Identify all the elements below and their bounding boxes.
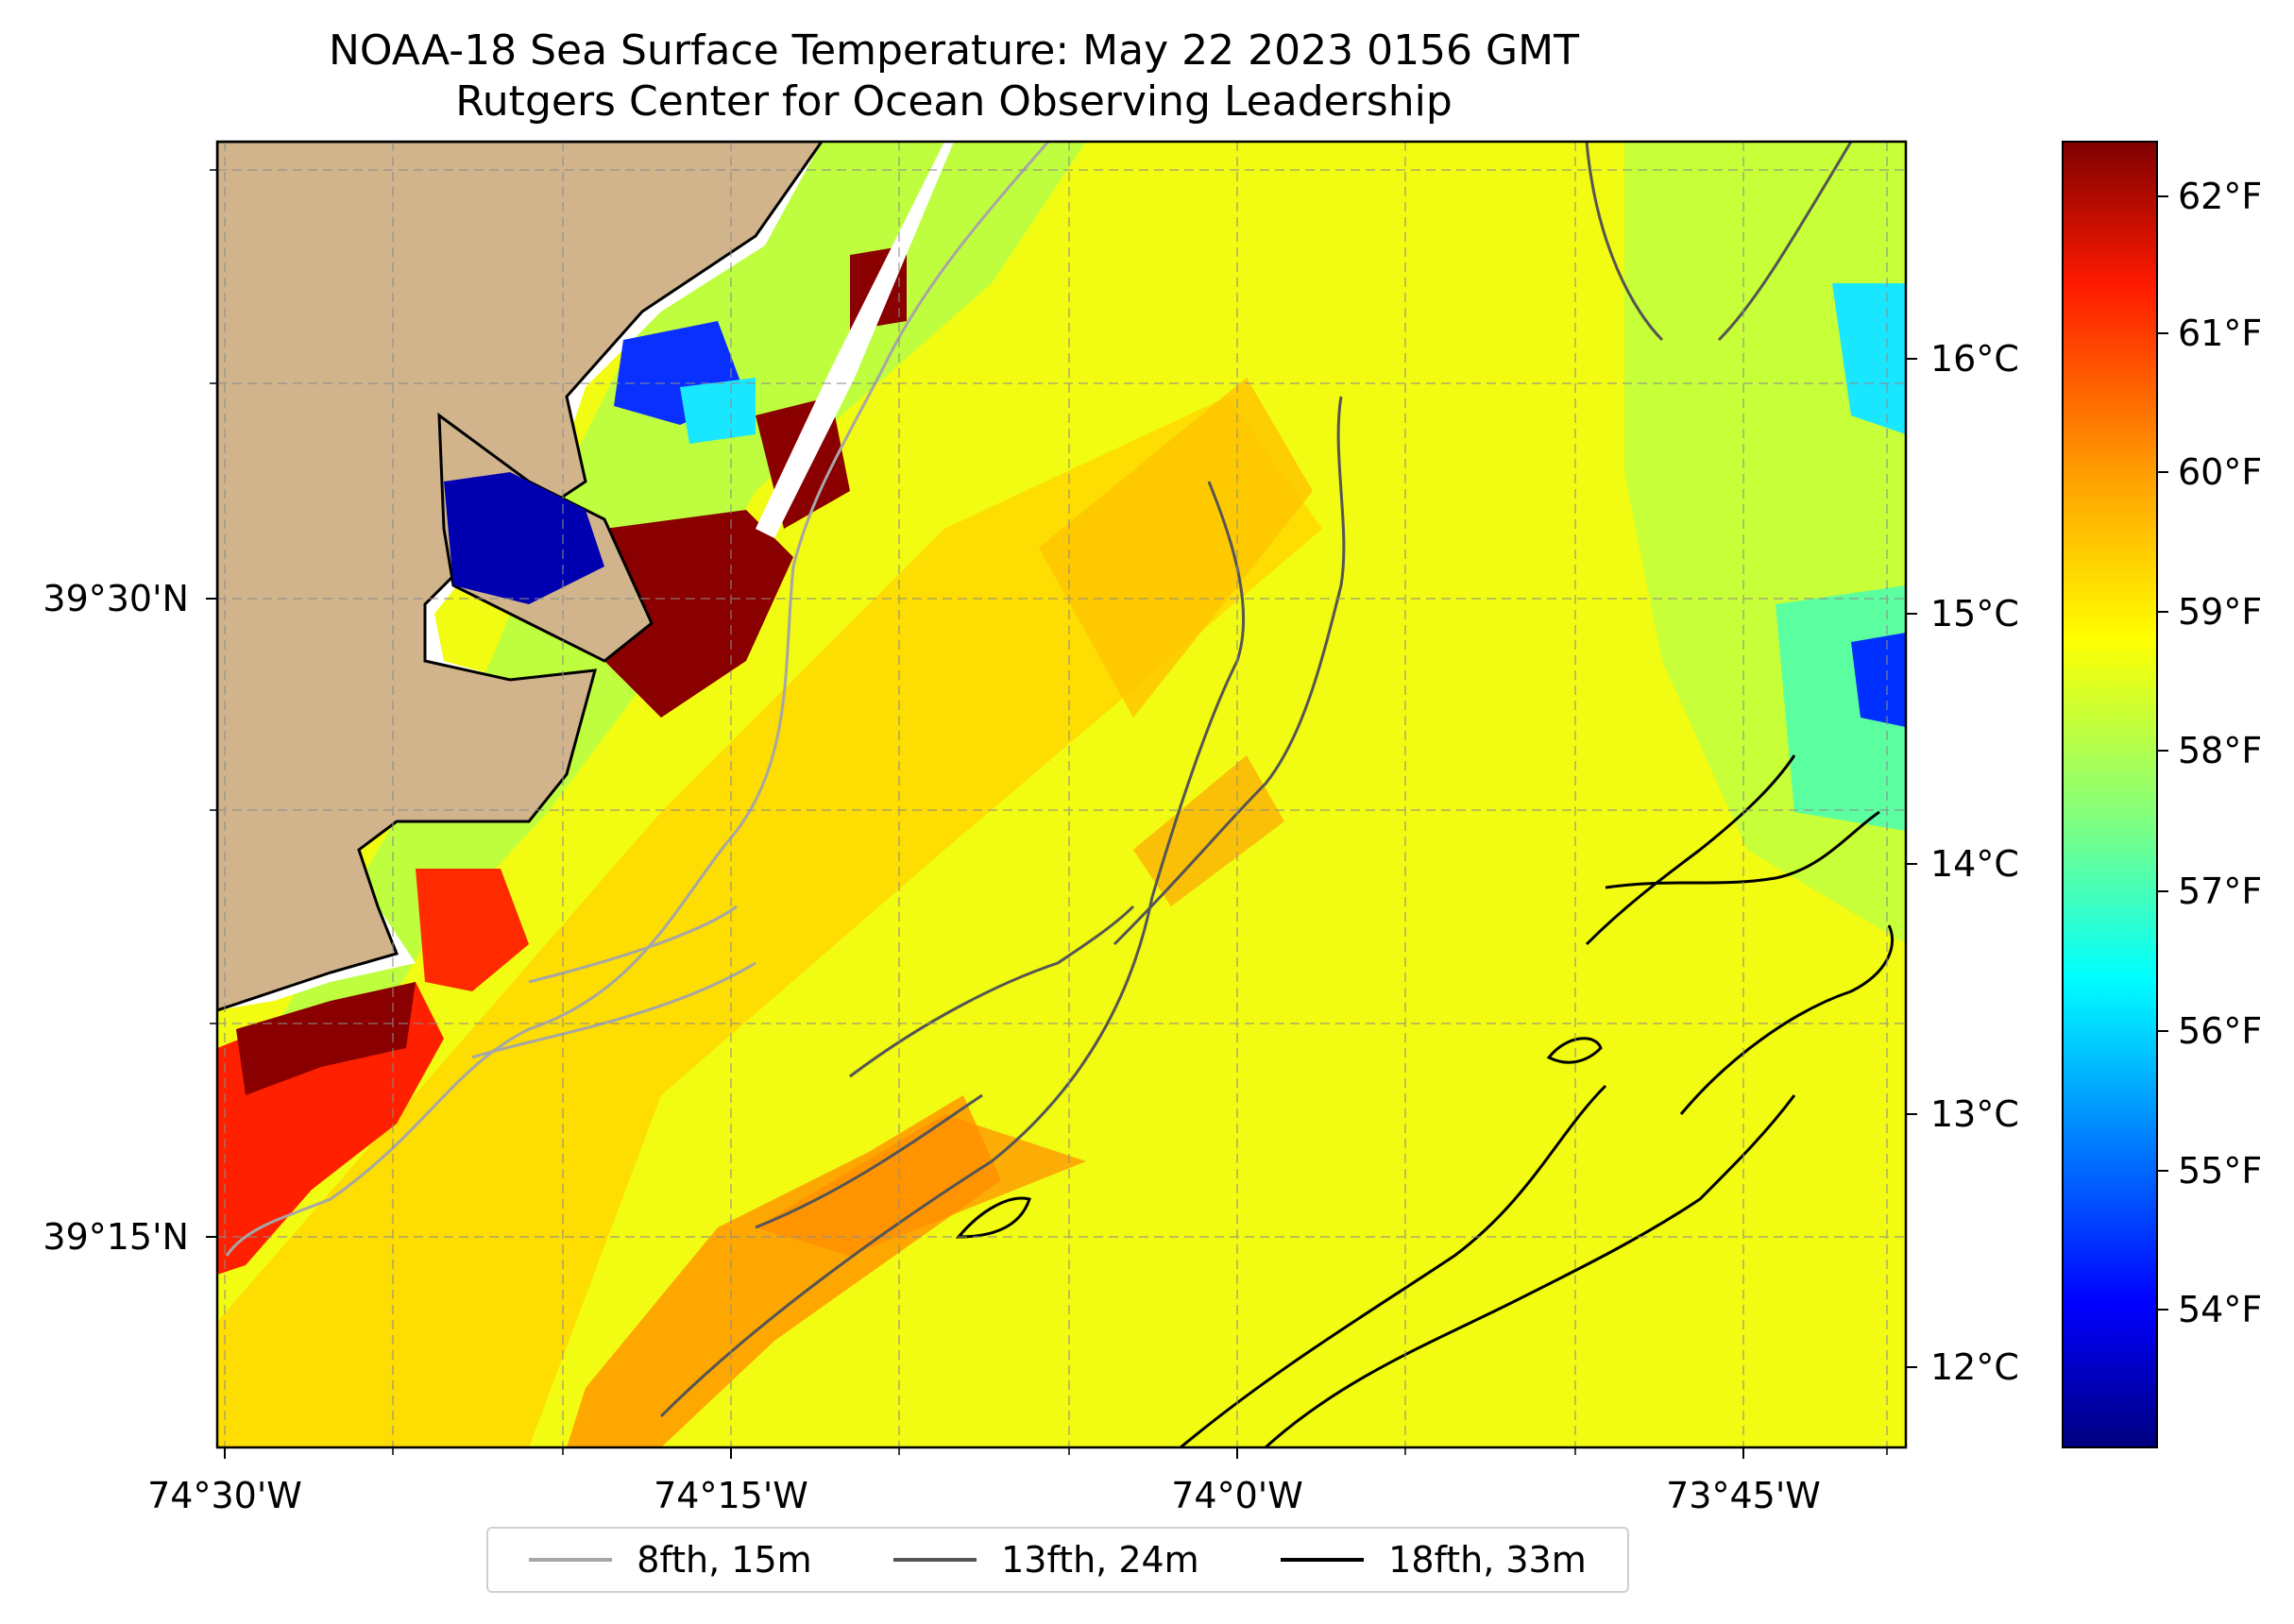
sst-warm-patch xyxy=(1133,755,1284,906)
legend-swatch-13fth xyxy=(893,1558,977,1562)
legend-item-8fth: 8fth, 15m xyxy=(529,1539,812,1581)
colorbar-ticks: 62°F 61°F 60°F 59°F 58°F 57°F 56°F 55°F 54°F xyxy=(2157,176,2262,1330)
colorbar xyxy=(2062,141,2158,1448)
sst-warm-band xyxy=(217,397,1322,1447)
fahrenheit-tick-label: 59°F xyxy=(2178,591,2262,633)
lon-tick-label: 74°30'W xyxy=(147,1475,302,1516)
celsius-tick-label: 15°C xyxy=(1930,593,2019,634)
isobath-8fth xyxy=(471,905,756,1059)
fahrenheit-tick-label: 61°F xyxy=(2178,313,2262,354)
isobath-13fth xyxy=(659,396,1346,1418)
lat-tick-label: 39°30'N xyxy=(42,578,189,619)
fahrenheit-tick-label: 55°F xyxy=(2178,1150,2262,1192)
fahrenheit-tick-label: 62°F xyxy=(2178,176,2262,217)
fahrenheit-tick-label: 56°F xyxy=(2178,1010,2262,1052)
legend-label-18fth: 18fth, 33m xyxy=(1388,1539,1587,1581)
legend-swatch-18fth xyxy=(1281,1558,1365,1562)
celsius-tick-label: 13°C xyxy=(1930,1093,2019,1135)
sst-cold-patch xyxy=(1832,283,1906,434)
lat-tick-label: 39°15'N xyxy=(42,1216,189,1258)
fahrenheit-tick-label: 54°F xyxy=(2178,1289,2262,1330)
fahrenheit-tick-label: 57°F xyxy=(2178,871,2262,912)
map-panel xyxy=(217,142,1906,1447)
sst-cold-patch xyxy=(444,472,604,604)
fahrenheit-tick-label: 58°F xyxy=(2178,730,2262,771)
lon-tick-label: 73°45'W xyxy=(1666,1475,1821,1516)
inlet-shore xyxy=(756,142,954,538)
legend-label-8fth: 8fth, 15m xyxy=(637,1539,812,1581)
legend-item-18fth: 18fth, 33m xyxy=(1281,1539,1587,1581)
celsius-tick-label: 12°C xyxy=(1930,1346,2019,1388)
sst-warm-patch xyxy=(1039,378,1313,718)
map-frame xyxy=(215,140,1908,1449)
lon-tick-label: 74°15'W xyxy=(654,1475,808,1516)
fahrenheit-tick-label: 60°F xyxy=(2178,451,2262,493)
celsius-tick-label: 16°C xyxy=(1930,338,2019,380)
legend-label-13fth: 13fth, 24m xyxy=(1001,1539,1199,1581)
sst-cold-patch xyxy=(1851,633,1906,727)
legend-item-13fth: 13fth, 24m xyxy=(893,1539,1199,1581)
legend: 8fth, 15m 13fth, 24m 18fth, 33m xyxy=(486,1527,1629,1593)
sst-hot-patch xyxy=(416,869,529,991)
sst-cold-patch xyxy=(680,378,756,444)
gridlines xyxy=(217,142,1906,1447)
sst-warm-patch xyxy=(756,1114,1086,1256)
isobath-18fth xyxy=(955,1037,1603,1239)
sst-hot-patch xyxy=(236,982,416,1095)
lon-tick-label: 74°0'W xyxy=(1171,1475,1303,1516)
sst-hot-patch xyxy=(604,510,793,718)
chart-title: NOAA-18 Sea Surface Temperature: May 22 … xyxy=(329,26,1579,75)
isobath-8fth xyxy=(225,142,1050,1257)
chart-subtitle: Rutgers Center for Ocean Observing Leade… xyxy=(455,77,1453,126)
legend-swatch-8fth xyxy=(529,1558,613,1562)
celsius-tick-label: 14°C xyxy=(1930,843,2019,885)
map-axis-ticks: 74°30'W 74°15'W 74°0'W 73°45'W 39°30'N 39°15'… xyxy=(42,169,2019,1516)
isobath-13fth xyxy=(1585,142,1853,342)
land-mass xyxy=(217,142,824,1012)
isobath-18fth xyxy=(1180,754,1895,1447)
